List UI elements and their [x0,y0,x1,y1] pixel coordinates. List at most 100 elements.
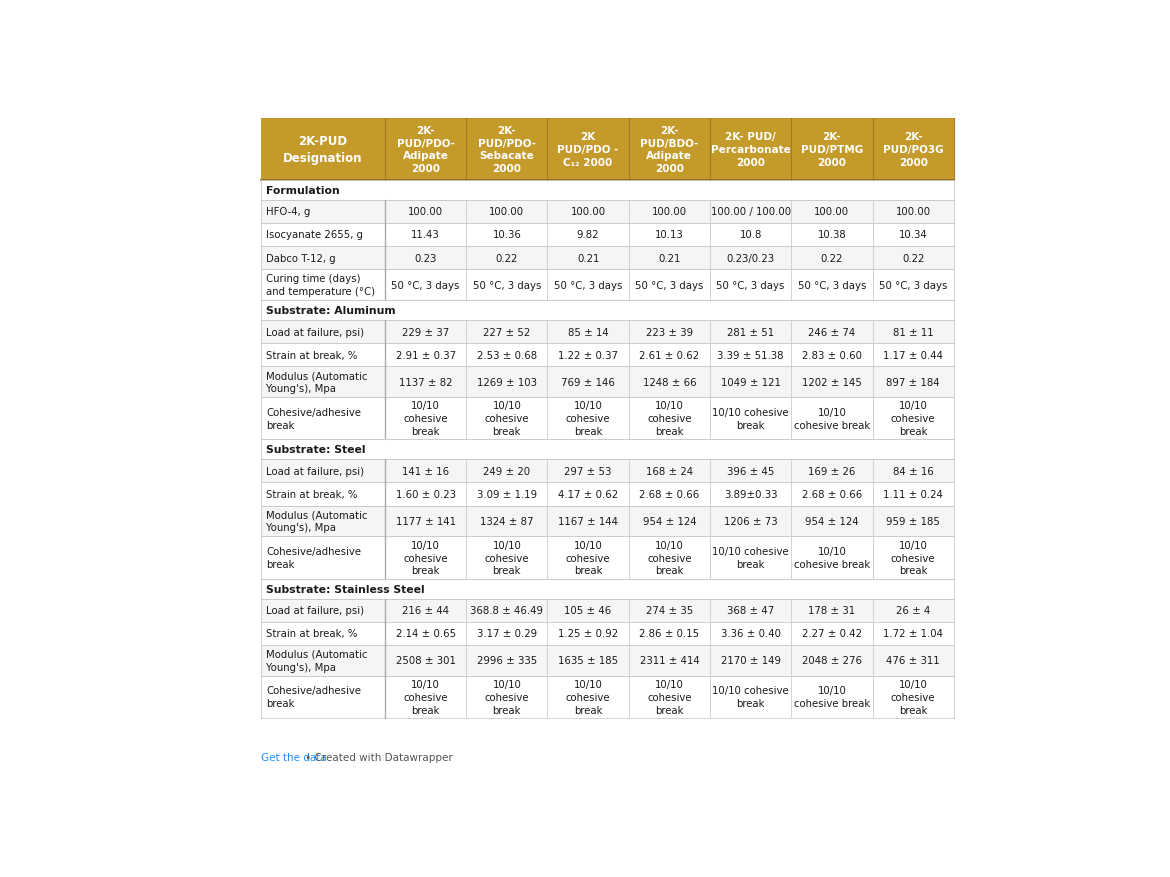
Text: 1.11 ± 0.24: 1.11 ± 0.24 [883,489,943,499]
Text: 2K
PUD/PDO -
C₁₂ 2000: 2K PUD/PDO - C₁₂ 2000 [557,132,619,168]
Text: 10/10
cohesive
break: 10/10 cohesive break [566,680,611,715]
Text: 2K-
PUD/PDO-
Adipate
2000: 2K- PUD/PDO- Adipate 2000 [397,125,455,174]
Text: 1137 ± 82: 1137 ± 82 [399,377,453,387]
Text: 281 ± 51: 281 ± 51 [727,327,775,337]
Text: 1177 ± 141: 1177 ± 141 [395,517,455,526]
Bar [261,676,954,718]
Text: 10/10
cohesive
break: 10/10 cohesive break [647,401,691,437]
Text: 246 ± 74: 246 ± 74 [808,327,855,337]
Bar [261,321,954,344]
Text: 10/10
cohesive
break: 10/10 cohesive break [484,540,529,575]
Text: 2K-
PUD/PO3G
2000: 2K- PUD/PO3G 2000 [883,132,943,168]
Text: 10/10 cohesive
break: 10/10 cohesive break [713,407,789,430]
Text: Substrate: Stainless Steel: Substrate: Stainless Steel [267,584,425,594]
Text: 50 °C, 3 days: 50 °C, 3 days [798,281,866,290]
Text: 229 ± 37: 229 ± 37 [402,327,449,337]
Text: 10/10
cohesive
break: 10/10 cohesive break [404,540,448,575]
Bar [261,439,954,460]
Text: 396 ± 45: 396 ± 45 [727,467,775,476]
Text: 100.00: 100.00 [652,207,687,217]
Text: HFO-4, g: HFO-4, g [267,207,311,217]
Text: 10/10
cohesive break: 10/10 cohesive break [793,686,870,709]
Text: 85 ± 14: 85 ± 14 [567,327,608,337]
Bar [261,301,954,321]
Text: 2.27 ± 0.42: 2.27 ± 0.42 [801,629,862,638]
Text: 0.22: 0.22 [496,253,518,263]
Text: 10/10
cohesive
break: 10/10 cohesive break [566,401,611,437]
Text: 0.23/0.23: 0.23/0.23 [727,253,775,263]
Bar [261,270,954,301]
Text: Dabco T-12, g: Dabco T-12, g [267,253,336,263]
Text: Cohesive/adhesive
break: Cohesive/adhesive break [267,686,362,709]
Text: 100.00 / 100.00: 100.00 / 100.00 [710,207,791,217]
Text: 2K- PUD/
Percarbonate
2000: 2K- PUD/ Percarbonate 2000 [710,132,791,168]
Text: 2508 ± 301: 2508 ± 301 [395,655,455,666]
Text: 10/10
cohesive
break: 10/10 cohesive break [484,401,529,437]
Text: 4.17 ± 0.62: 4.17 ± 0.62 [558,489,618,499]
Text: 1.60 ± 0.23: 1.60 ± 0.23 [395,489,455,499]
Text: 3.39 ± 51.38: 3.39 ± 51.38 [717,350,784,360]
Text: 169 ± 26: 169 ± 26 [808,467,855,476]
Text: 26 ± 4: 26 ± 4 [896,605,930,616]
Text: 3.09 ± 1.19: 3.09 ± 1.19 [477,489,537,499]
Text: 368.8 ± 46.49: 368.8 ± 46.49 [470,605,543,616]
Text: 3.89±0.33: 3.89±0.33 [724,489,777,499]
Text: 10/10 cohesive
break: 10/10 cohesive break [713,546,789,569]
Text: 2.86 ± 0.15: 2.86 ± 0.15 [639,629,700,638]
Bar [261,224,954,246]
Text: 10.36: 10.36 [493,231,522,240]
Text: 100.00: 100.00 [408,207,443,217]
Text: 2311 ± 414: 2311 ± 414 [640,655,700,666]
Text: 959 ± 185: 959 ± 185 [886,517,941,526]
Text: 10/10
cohesive
break: 10/10 cohesive break [890,540,936,575]
Text: Substrate: Aluminum: Substrate: Aluminum [267,305,395,316]
Text: 0.23: 0.23 [414,253,436,263]
Text: 10/10 cohesive
break: 10/10 cohesive break [713,686,789,709]
Text: Get the data: Get the data [261,752,326,762]
Text: 100.00: 100.00 [489,207,524,217]
Text: 81 ± 11: 81 ± 11 [893,327,934,337]
Text: 216 ± 44: 216 ± 44 [402,605,449,616]
Text: 1206 ± 73: 1206 ± 73 [724,517,777,526]
Text: 10/10
cohesive
break: 10/10 cohesive break [484,680,529,715]
Text: 297 ± 53: 297 ± 53 [564,467,612,476]
Text: 10.8: 10.8 [739,231,762,240]
Text: 10/10
cohesive
break: 10/10 cohesive break [566,540,611,575]
Text: 50 °C, 3 days: 50 °C, 3 days [716,281,785,290]
Bar [261,201,954,224]
Text: 10/10
cohesive break: 10/10 cohesive break [793,546,870,569]
Text: 2.68 ± 0.66: 2.68 ± 0.66 [801,489,862,499]
Text: Curing time (days)
and temperature (°C): Curing time (days) and temperature (°C) [267,274,376,296]
Text: 2.91 ± 0.37: 2.91 ± 0.37 [395,350,455,360]
Text: 1635 ± 185: 1635 ± 185 [558,655,618,666]
Bar [261,579,954,599]
Text: 10/10
cohesive
break: 10/10 cohesive break [404,401,448,437]
Text: Formulation: Formulation [267,186,340,196]
Text: 1.17 ± 0.44: 1.17 ± 0.44 [883,350,943,360]
Text: Strain at break, %: Strain at break, % [267,489,358,499]
Text: 100.00: 100.00 [814,207,849,217]
Text: 50 °C, 3 days: 50 °C, 3 days [553,281,622,290]
Text: 0.21: 0.21 [577,253,599,263]
Text: 50 °C, 3 days: 50 °C, 3 days [879,281,948,290]
Text: Modulus (Automatic
Young's), Mpa: Modulus (Automatic Young's), Mpa [267,371,367,394]
Text: 168 ± 24: 168 ± 24 [646,467,693,476]
Text: 2.61 ± 0.62: 2.61 ± 0.62 [639,350,700,360]
Bar [261,397,954,439]
Bar [261,181,954,201]
Text: 1.72 ± 1.04: 1.72 ± 1.04 [883,629,943,638]
Text: 2.14 ± 0.65: 2.14 ± 0.65 [395,629,455,638]
Text: 1167 ± 144: 1167 ± 144 [558,517,618,526]
Text: 954 ± 124: 954 ± 124 [805,517,859,526]
Text: Load at failure, psi): Load at failure, psi) [267,467,365,476]
Text: Load at failure, psi): Load at failure, psi) [267,327,365,337]
Text: 1269 ± 103: 1269 ± 103 [477,377,537,387]
Text: Strain at break, %: Strain at break, % [267,350,358,360]
Text: 3.36 ± 0.40: 3.36 ± 0.40 [721,629,780,638]
Text: 2.68 ± 0.66: 2.68 ± 0.66 [639,489,700,499]
Text: 227 ± 52: 227 ± 52 [483,327,530,337]
Bar [261,622,954,645]
Text: 2170 ± 149: 2170 ± 149 [721,655,780,666]
Text: 2K-
PUD/PDO-
Sebacate
2000: 2K- PUD/PDO- Sebacate 2000 [477,125,536,174]
Text: 141 ± 16: 141 ± 16 [402,467,449,476]
